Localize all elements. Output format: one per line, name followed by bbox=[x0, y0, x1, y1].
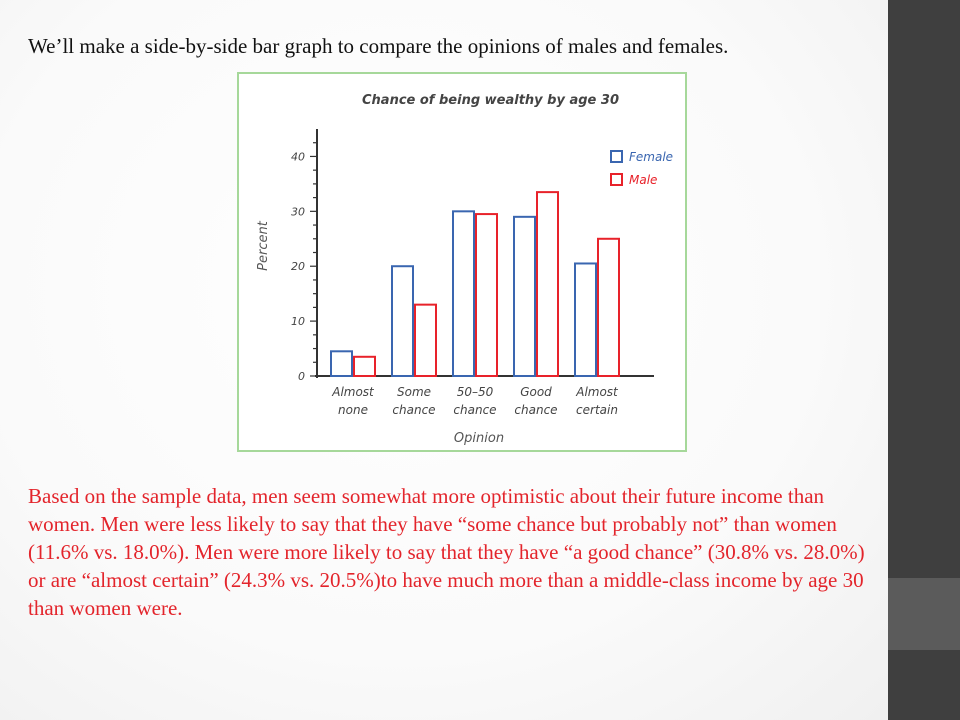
bar-chart: Chance of being wealthy by age 30 Percen… bbox=[256, 93, 673, 446]
x-tick-label: chance bbox=[453, 403, 496, 417]
x-tick-label: Good bbox=[520, 385, 552, 399]
bar-female bbox=[391, 265, 414, 378]
legend-label-female: Female bbox=[629, 150, 673, 164]
bar-male bbox=[597, 237, 620, 377]
y-tick-label: 40 bbox=[291, 150, 305, 163]
y-tick-label: 20 bbox=[291, 260, 305, 273]
legend-swatch-female bbox=[610, 150, 623, 163]
summary-text: Based on the sample data, men seem somew… bbox=[28, 484, 865, 620]
bar-female bbox=[452, 210, 475, 377]
x-tick-label: Almost bbox=[331, 385, 375, 399]
x-tick-label: Some bbox=[397, 385, 431, 399]
x-tick-label: Almost bbox=[575, 385, 619, 399]
bar-male bbox=[475, 213, 498, 377]
bar-male bbox=[536, 191, 559, 377]
intro-text: We’ll make a side-by-side bar graph to c… bbox=[28, 34, 729, 58]
x-axis-label: Opinion bbox=[454, 431, 504, 446]
bar-female bbox=[330, 350, 353, 377]
sidebar-accent-block bbox=[888, 578, 960, 650]
legend-swatch-male bbox=[610, 173, 623, 186]
x-tick-label: chance bbox=[514, 403, 557, 417]
bar-female bbox=[574, 262, 597, 378]
chart-title: Chance of being wealthy by age 30 bbox=[362, 93, 619, 108]
x-tick-label: none bbox=[338, 403, 368, 417]
chart-container: Chance of being wealthy by age 30 Percen… bbox=[237, 72, 687, 452]
x-tick-label: chance bbox=[392, 403, 435, 417]
legend-label-male: Male bbox=[629, 173, 657, 187]
bar-male bbox=[353, 355, 376, 377]
y-tick-label: 30 bbox=[291, 205, 305, 218]
bar-female bbox=[513, 215, 536, 377]
y-tick-label: 0 bbox=[298, 370, 305, 383]
y-tick-label: 10 bbox=[291, 315, 305, 328]
x-tick-label: certain bbox=[576, 403, 618, 417]
bar-male bbox=[414, 303, 437, 377]
x-tick-label: 50–50 bbox=[457, 385, 494, 399]
y-axis-label: Percent bbox=[256, 220, 271, 271]
